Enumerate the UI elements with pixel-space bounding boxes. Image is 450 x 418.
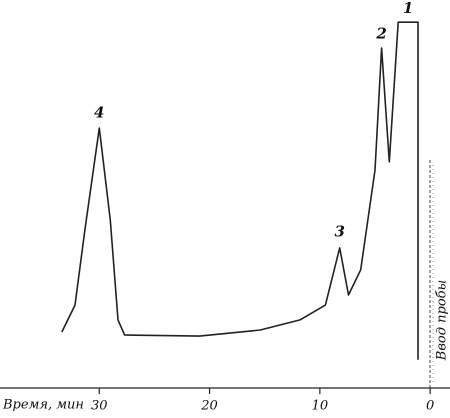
x-axis-label: Время, мин [2,398,84,413]
injection-label: Ввод пробы [435,280,450,361]
chromatogram-line [61,21,419,360]
peak-label: 4 [94,104,104,122]
x-tick-label: 10 [312,399,329,414]
x-tick-label: 20 [200,399,218,414]
x-tick-label: 0 [426,399,434,414]
peak-label: 3 [334,222,344,240]
peak-label: 1 [403,0,413,17]
x-tick-label: 30 [91,399,108,414]
peak-label: 2 [375,24,386,42]
